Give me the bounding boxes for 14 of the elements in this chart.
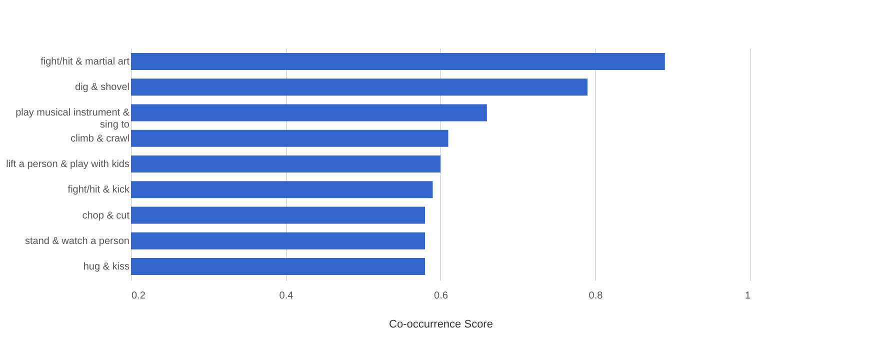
y-tick-label: fight/hit & kick: [68, 184, 130, 196]
y-tick-label: stand & watch a person: [24, 236, 130, 247]
y-tick-label: chop & cut: [82, 210, 130, 222]
x-tick-label: 0.2: [132, 290, 146, 302]
x-tick-label: 0.4: [279, 290, 294, 302]
y-tick-label: lift a person & play with kids: [6, 159, 130, 170]
y-tick-label: dig & shovel: [75, 82, 130, 94]
y-tick-label: climb & crawl: [70, 133, 130, 144]
y-tick-label: hug & kiss: [83, 262, 130, 273]
y-tick-label: fight/hit & martial art: [40, 56, 130, 68]
x-tick-label: 0.6: [434, 290, 448, 302]
x-axis-title: Co-occurrence Score: [389, 318, 493, 330]
x-tick-label: 0.8: [588, 290, 604, 302]
x-tick-label: 1: [744, 290, 751, 302]
